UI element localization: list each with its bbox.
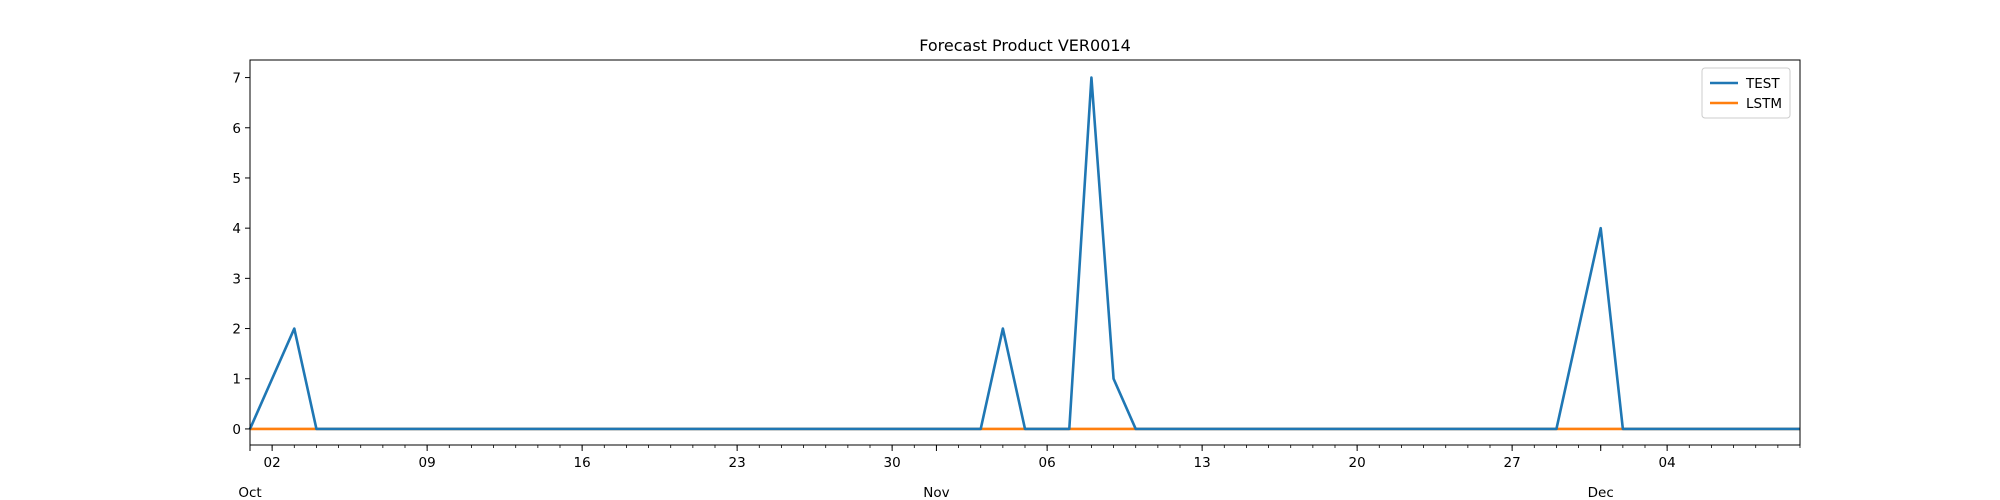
series-line-test — [248, 76, 1800, 431]
y-tick-label: 4 — [232, 221, 241, 237]
x-tick-label: 20 — [1349, 455, 1366, 471]
y-tick-label: 0 — [232, 422, 241, 438]
legend-box — [1701, 67, 1791, 119]
x-tick-label: 27 — [1504, 455, 1521, 471]
chart-title: Forecast Product VER0014 — [919, 36, 1131, 55]
legend-label-test: TEST — [1745, 76, 1780, 92]
x-tick-label: 30 — [884, 455, 901, 471]
legend-label-lstm: LSTM — [1746, 96, 1782, 112]
y-tick-label: 1 — [232, 372, 241, 388]
y-tick-label: 7 — [232, 71, 241, 87]
y-tick-label: 6 — [232, 121, 241, 137]
x-tick-label: 02 — [264, 455, 281, 471]
x-month-label: Nov — [923, 485, 949, 500]
x-tick-label: 04 — [1659, 455, 1676, 471]
x-tick-label: 23 — [729, 455, 746, 471]
legend: TEST LSTM — [1701, 67, 1791, 119]
y-tick-label: 2 — [232, 322, 241, 338]
x-month-label: Dec — [1588, 485, 1614, 500]
y-tick-label: 3 — [232, 271, 241, 287]
x-month-label: Oct — [238, 485, 261, 500]
series-layer — [248, 76, 1800, 431]
x-tick-label: 06 — [1039, 455, 1056, 471]
x-tick-label: 09 — [419, 455, 436, 471]
x-tick-label: 13 — [1194, 455, 1211, 471]
x-tick-label: 16 — [574, 455, 591, 471]
y-tick-label: 5 — [232, 171, 241, 187]
